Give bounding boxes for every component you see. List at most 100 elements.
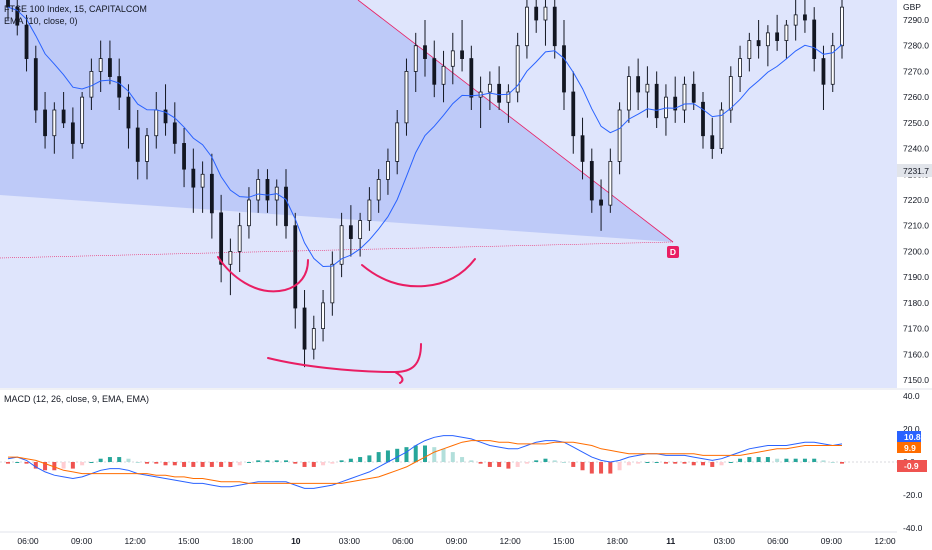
candle-body	[33, 58, 38, 111]
candle-body	[163, 109, 168, 124]
candle-body	[256, 179, 261, 201]
candle-body	[61, 109, 66, 124]
histogram-bar	[840, 462, 844, 464]
histogram-bar	[24, 462, 29, 464]
last-price-badge	[897, 164, 932, 177]
histogram-bar	[478, 462, 483, 464]
candle-body	[543, 6, 548, 21]
price-tick: 7240.0	[903, 144, 929, 154]
price-tick: 7150.0	[903, 375, 929, 385]
candle-body	[803, 14, 807, 21]
ema-legend[interactable]: EMA (10, close, 0)	[4, 16, 78, 26]
histogram-bar	[321, 462, 326, 466]
candle-body	[367, 199, 372, 221]
histogram-bar	[376, 452, 381, 462]
time-tick: 06:00	[392, 536, 414, 546]
candle-body	[830, 45, 835, 85]
histogram-bar	[636, 462, 641, 464]
candle-body	[487, 83, 492, 93]
price-tick: 7210.0	[903, 221, 929, 231]
macd-line[interactable]	[7, 435, 843, 489]
time-tick: 12:00	[874, 536, 896, 546]
left-shoulder-curve[interactable]	[217, 256, 309, 293]
histogram-bar	[163, 462, 168, 466]
candle-body	[172, 122, 177, 144]
candle-body	[117, 76, 122, 98]
histogram-bar	[747, 457, 752, 462]
candle-body	[840, 6, 844, 47]
candle-body	[728, 76, 733, 111]
symbol-title[interactable]: FTSE 100 Index, 15, CAPITALCOM	[4, 4, 147, 14]
histogram-bar	[487, 462, 492, 467]
histogram-bar	[543, 458, 548, 462]
candle-body	[228, 251, 233, 265]
candle-body	[784, 24, 789, 41]
histogram-bar	[339, 460, 344, 462]
time-axis: 06:00 09:00 12:00 15:00 18:00 10 03:00 06:00 09:…	[17, 536, 896, 546]
candle-body	[98, 58, 103, 72]
candle-body	[284, 186, 288, 227]
triangle-lower-edge[interactable]	[0, 241, 674, 259]
histogram-bar	[802, 458, 807, 462]
candle-body	[395, 122, 400, 162]
price-axis[interactable]	[897, 0, 932, 388]
candle-body	[636, 76, 641, 93]
time-tick: 09:00	[71, 536, 93, 546]
histogram-bar	[571, 462, 576, 467]
head-curve[interactable]	[267, 343, 422, 384]
ema-line[interactable]	[7, 6, 843, 268]
candle-body	[664, 96, 668, 119]
candle-body	[701, 101, 705, 137]
candle-body	[209, 173, 214, 214]
currency-label: GBP	[903, 2, 921, 12]
candle-body	[311, 328, 316, 350]
price-tick: 7190.0	[903, 272, 929, 282]
candle-body	[432, 58, 437, 85]
candle-body	[515, 45, 520, 93]
histogram-bar	[358, 457, 363, 462]
macd-legend[interactable]: MACD (12, 26, close, 9, EMA, EMA)	[4, 394, 149, 404]
histogram-bar	[738, 458, 743, 462]
candle-body	[738, 58, 742, 77]
candle-body	[571, 91, 576, 137]
histogram-bar	[608, 462, 613, 474]
price-tick: 7220.0	[903, 195, 929, 205]
histogram-bar	[246, 462, 251, 463]
price-tick: 7260.0	[903, 92, 929, 102]
pattern-point-d[interactable]	[667, 246, 679, 258]
candle-body	[562, 45, 566, 93]
histogram-bar	[98, 458, 103, 462]
candle-body	[70, 122, 75, 144]
candle-body	[108, 58, 112, 77]
triangle-pattern-fill[interactable]	[0, 0, 673, 242]
right-shoulder-curve[interactable]	[361, 258, 476, 288]
histogram-bar	[645, 462, 650, 463]
candle-body	[80, 96, 85, 144]
freehand-annotations	[217, 256, 476, 384]
candle-body	[24, 24, 29, 59]
histogram-bar	[413, 445, 418, 462]
price-tick: 7180.0	[903, 298, 929, 308]
histogram-bar	[515, 462, 520, 467]
candle-body	[15, 6, 20, 26]
candle-body	[265, 179, 270, 201]
histogram-bar	[562, 462, 566, 463]
histogram-bar	[580, 462, 585, 471]
macd-tick: 20.0	[903, 424, 920, 434]
candle-body	[617, 109, 622, 162]
histogram-bar	[80, 462, 85, 466]
hist-value-label: -0.9	[904, 461, 919, 471]
histogram-bar	[117, 457, 122, 462]
candle-body	[580, 135, 585, 162]
signal-line[interactable]	[8, 440, 842, 484]
candle-body	[775, 32, 780, 41]
candle-body	[52, 109, 57, 137]
triangle-upper-edge[interactable]	[357, 0, 674, 243]
candle-body	[358, 220, 363, 239]
histogram-bar	[311, 462, 316, 467]
signal-value-badge	[897, 442, 921, 453]
hist-value-badge	[897, 460, 927, 472]
histogram-bar	[460, 457, 465, 462]
histogram-bar	[682, 462, 687, 464]
